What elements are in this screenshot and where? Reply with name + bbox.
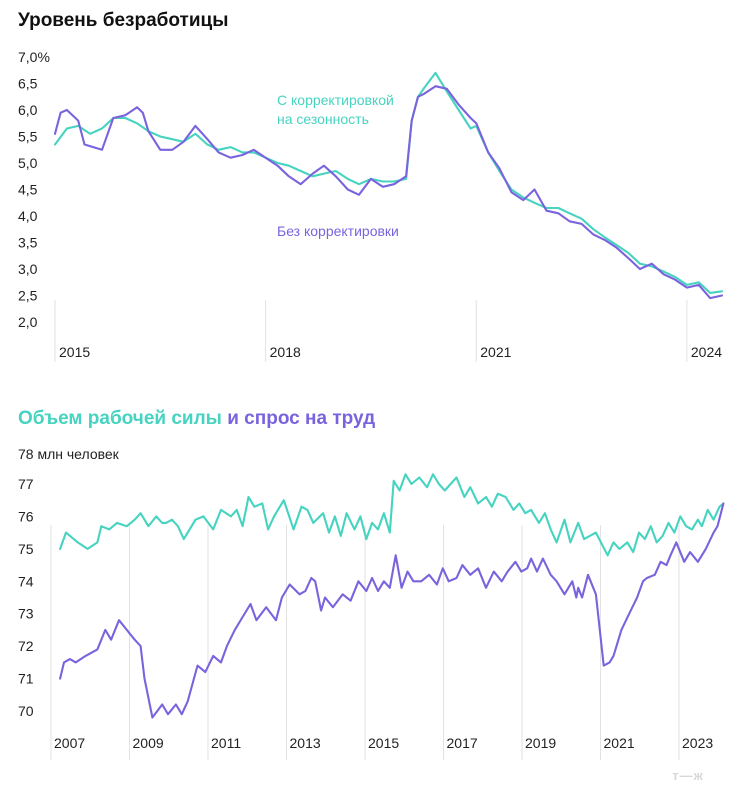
y-tick-label: 3,5 xyxy=(18,235,38,251)
series-label-unadjusted: Без корректировки xyxy=(277,223,399,239)
y-tick-labels: 77 76 75 74 73 72 71 70 xyxy=(18,476,34,719)
series-line-labor-demand xyxy=(59,502,725,719)
logo-mark: т—ж xyxy=(672,768,704,783)
x-tick-label: 2015 xyxy=(368,735,399,751)
y-tick-label: 77 xyxy=(18,476,34,492)
y-tick-label: 73 xyxy=(18,606,34,622)
y-tick-label: 75 xyxy=(18,541,34,557)
unemployment-chart: Уровень безработицы 7,0% 6,5 6,0 5,5 5,0 4,5 4… xyxy=(18,10,724,362)
y-tick-label: 70 xyxy=(18,703,34,719)
y-tick-label: 5,5 xyxy=(18,129,38,145)
y-tick-label: 3,0 xyxy=(18,261,38,277)
series-labels: С корректировкой на сезонность Без коррект… xyxy=(277,92,399,239)
y-tick-label: 5,0 xyxy=(18,155,38,171)
series-line-unadjusted xyxy=(53,85,724,300)
x-gridlines xyxy=(54,300,688,362)
y-tick-label: 4,5 xyxy=(18,182,38,198)
series-label-seasonally-adjusted: на сезонность xyxy=(277,111,369,127)
x-tick-label: 2024 xyxy=(691,344,722,360)
x-tick-label: 2017 xyxy=(447,735,478,751)
x-tick-label: 2023 xyxy=(682,735,713,751)
y-tick-label: 72 xyxy=(18,638,34,654)
x-tick-label: 2021 xyxy=(480,344,511,360)
x-tick-label: 2011 xyxy=(211,735,241,751)
y-tick-label: 2,5 xyxy=(18,288,38,304)
title-part: и xyxy=(222,408,244,429)
series-label-seasonally-adjusted: С корректировкой xyxy=(277,92,394,108)
x-tick-label: 2007 xyxy=(54,735,85,751)
x-gridlines xyxy=(50,525,680,760)
title-part: Объем рабочей силы xyxy=(18,408,222,429)
x-tick-label: 2013 xyxy=(290,735,321,751)
y-tick-label: 7,0% xyxy=(18,49,50,65)
y-tick-labels: 7,0% 6,5 6,0 5,5 5,0 4,5 4,0 3,5 3,0 2,5 2,0 xyxy=(18,49,50,330)
x-tick-label: 2015 xyxy=(59,344,90,360)
series-lines xyxy=(59,473,725,719)
y-tick-label: 71 xyxy=(18,671,34,687)
y-axis-label: 78 млн человек xyxy=(18,446,120,462)
x-tick-label: 2009 xyxy=(133,735,164,751)
x-tick-labels: 2015 2018 2021 2024 xyxy=(59,344,722,360)
x-tick-label: 2019 xyxy=(525,735,556,751)
chart-title-unemployment: Уровень безработицы xyxy=(18,10,228,31)
x-tick-labels: 2007 2009 2011 2013 2015 2017 2019 2021 2023 xyxy=(54,735,713,751)
chart-title-labor: Объем рабочей силы и спрос на труд xyxy=(18,408,375,429)
y-tick-label: 76 xyxy=(18,508,34,524)
y-tick-label: 4,0 xyxy=(18,208,38,224)
y-tick-label: 2,0 xyxy=(18,314,38,330)
title-part: спрос на труд xyxy=(244,408,375,429)
x-tick-label: 2018 xyxy=(270,344,301,360)
y-tick-label: 6,5 xyxy=(18,76,38,92)
series-lines xyxy=(53,71,724,300)
series-line-labor-force xyxy=(59,473,725,557)
y-tick-label: 6,0 xyxy=(18,102,38,118)
x-tick-label: 2021 xyxy=(604,735,635,751)
labor-force-chart: Объем рабочей силы и спрос на труд 78 мл… xyxy=(18,408,725,783)
y-tick-label: 74 xyxy=(18,573,34,589)
